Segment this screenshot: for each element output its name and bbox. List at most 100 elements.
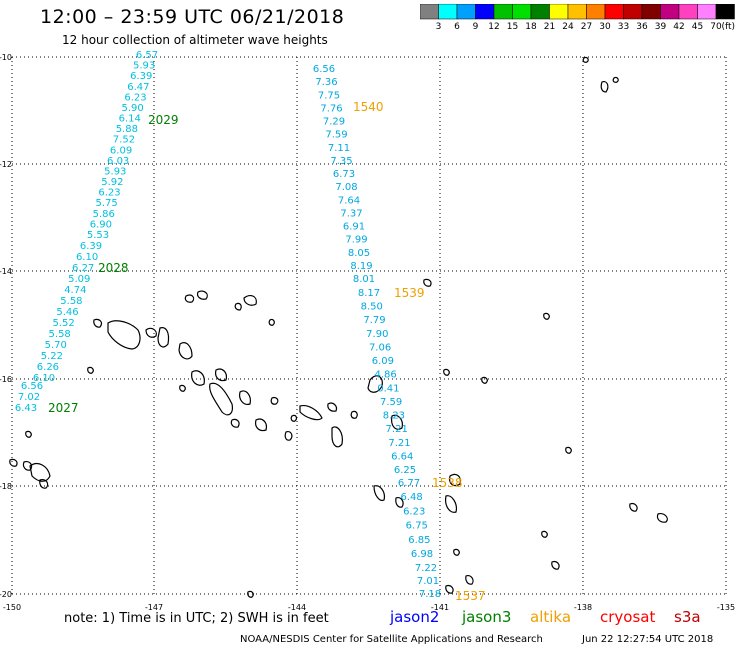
island-outline xyxy=(22,461,33,471)
footer-timestamp: Jun 22 12:27:54 UTC 2018 xyxy=(582,634,714,645)
swh-value: 6.39 xyxy=(80,241,102,252)
island-outline xyxy=(243,294,257,306)
swh-value: 7.21 xyxy=(386,424,408,435)
colorbar-label: 27 xyxy=(580,22,593,32)
lon-label: -138 xyxy=(574,603,592,612)
island-outline xyxy=(145,327,157,338)
swh-value: 5.92 xyxy=(101,177,123,188)
colorbar-label: 45 xyxy=(691,22,704,32)
colorbar-label: 9 xyxy=(472,22,479,32)
swh-value: 5.93 xyxy=(104,166,126,177)
swh-value: 6.48 xyxy=(400,492,422,503)
swh-value: 6.09 xyxy=(110,145,132,156)
island-outline xyxy=(443,368,450,376)
island-outline xyxy=(453,548,460,556)
swh-value: 6.43 xyxy=(15,403,37,414)
lat-label: -14 xyxy=(0,267,12,276)
lon-label: -150 xyxy=(3,603,21,612)
island-outline xyxy=(9,458,18,467)
legend-jason3: jason3 xyxy=(462,608,512,626)
colorbar-label: 21 xyxy=(543,22,556,32)
island-outline xyxy=(247,590,254,598)
colorbar-label: 24 xyxy=(562,22,574,32)
colorbar-label: 3 xyxy=(435,22,442,32)
pass-label: 2028 xyxy=(98,261,129,275)
swh-value: 6.39 xyxy=(130,71,152,82)
colorbar-label: 42 xyxy=(673,22,685,32)
swh-value: 6.23 xyxy=(403,506,425,517)
island-outline xyxy=(184,294,195,303)
island-outline xyxy=(234,302,242,311)
island-outline xyxy=(25,430,32,438)
island-outline xyxy=(284,431,293,441)
island-outline xyxy=(449,473,461,487)
swh-value: 6.57 xyxy=(136,50,158,61)
legend-s3a: s3a xyxy=(674,608,701,626)
island-outline xyxy=(656,513,668,523)
swh-value: 5.90 xyxy=(121,103,143,114)
swh-value: 6.10 xyxy=(33,373,55,384)
island-outline xyxy=(270,396,279,405)
island-outline xyxy=(367,375,383,393)
island-outline xyxy=(327,402,338,412)
island-outline xyxy=(87,366,94,374)
swh-value: 7.02 xyxy=(18,392,40,403)
lat-label: -18 xyxy=(0,482,12,491)
island-outline xyxy=(107,320,141,350)
island-outline xyxy=(209,382,233,416)
swh-value: 6.09 xyxy=(372,356,394,367)
swh-value: 7.08 xyxy=(335,182,357,193)
island-outlines xyxy=(9,56,668,598)
swh-value: 5.09 xyxy=(68,274,90,285)
note-text: note: 1) Time is in UTC; 2) SWH is in fe… xyxy=(64,611,329,626)
colorbar-label: 33 xyxy=(617,22,630,32)
lon-label: -141 xyxy=(431,603,449,612)
island-outline xyxy=(268,318,275,326)
swh-value: 7.99 xyxy=(345,235,367,246)
swh-value: 6.64 xyxy=(391,451,413,462)
swh-value: 5.93 xyxy=(133,61,155,72)
swh-value: 8.23 xyxy=(383,411,405,422)
swh-value: 7.22 xyxy=(415,563,437,574)
swh-value: 4.74 xyxy=(64,285,86,296)
swh-value: 5.75 xyxy=(96,198,118,209)
swh-value: 7.37 xyxy=(340,208,362,219)
swh-value: 7.29 xyxy=(323,117,345,128)
swh-value: 6.91 xyxy=(343,222,365,233)
swh-value: 8.17 xyxy=(358,288,380,299)
island-outline xyxy=(179,384,186,392)
island-outline xyxy=(543,312,550,320)
axis-labels: -10 -12 -14 -16 -18 -20 -150 -147 -144 -141 -138 -1… xyxy=(0,53,735,612)
pass-label: 1539 xyxy=(394,286,425,300)
swh-value: 7.18 xyxy=(419,589,441,600)
swh-value: 7.59 xyxy=(325,130,347,141)
island-outline xyxy=(565,446,572,454)
swh-value: 6.03 xyxy=(107,156,129,167)
island-outline xyxy=(93,318,103,328)
colorbar xyxy=(420,4,735,20)
swh-value: 6.85 xyxy=(408,535,430,546)
legend-cryosat: cryosat xyxy=(600,608,656,626)
island-outline xyxy=(290,414,298,422)
swh-value: 6.25 xyxy=(394,465,416,476)
swh-value: 4.86 xyxy=(374,370,396,381)
altimeter-tracks: 6.575.936.396.476.235.906.145.887.526.09… xyxy=(15,50,486,603)
island-outline xyxy=(230,418,240,428)
pass-label: 2027 xyxy=(48,401,79,415)
swh-value: 6.90 xyxy=(90,219,112,230)
island-outline xyxy=(157,327,170,348)
island-outline xyxy=(445,584,454,594)
island-outline xyxy=(39,479,49,489)
lat-label: -10 xyxy=(0,53,12,62)
island-outline xyxy=(29,463,51,482)
lat-label: -16 xyxy=(0,375,12,384)
swh-value: 5.46 xyxy=(56,307,78,318)
island-outline xyxy=(299,405,323,421)
swh-value: 8.05 xyxy=(348,248,370,259)
swh-value: 6.23 xyxy=(124,92,146,103)
swh-value: 7.06 xyxy=(369,342,391,353)
island-outline xyxy=(391,414,403,430)
map-title: 12:00 – 23:59 UTC 06/21/2018 xyxy=(40,6,345,28)
swh-value: 6.23 xyxy=(98,188,120,199)
